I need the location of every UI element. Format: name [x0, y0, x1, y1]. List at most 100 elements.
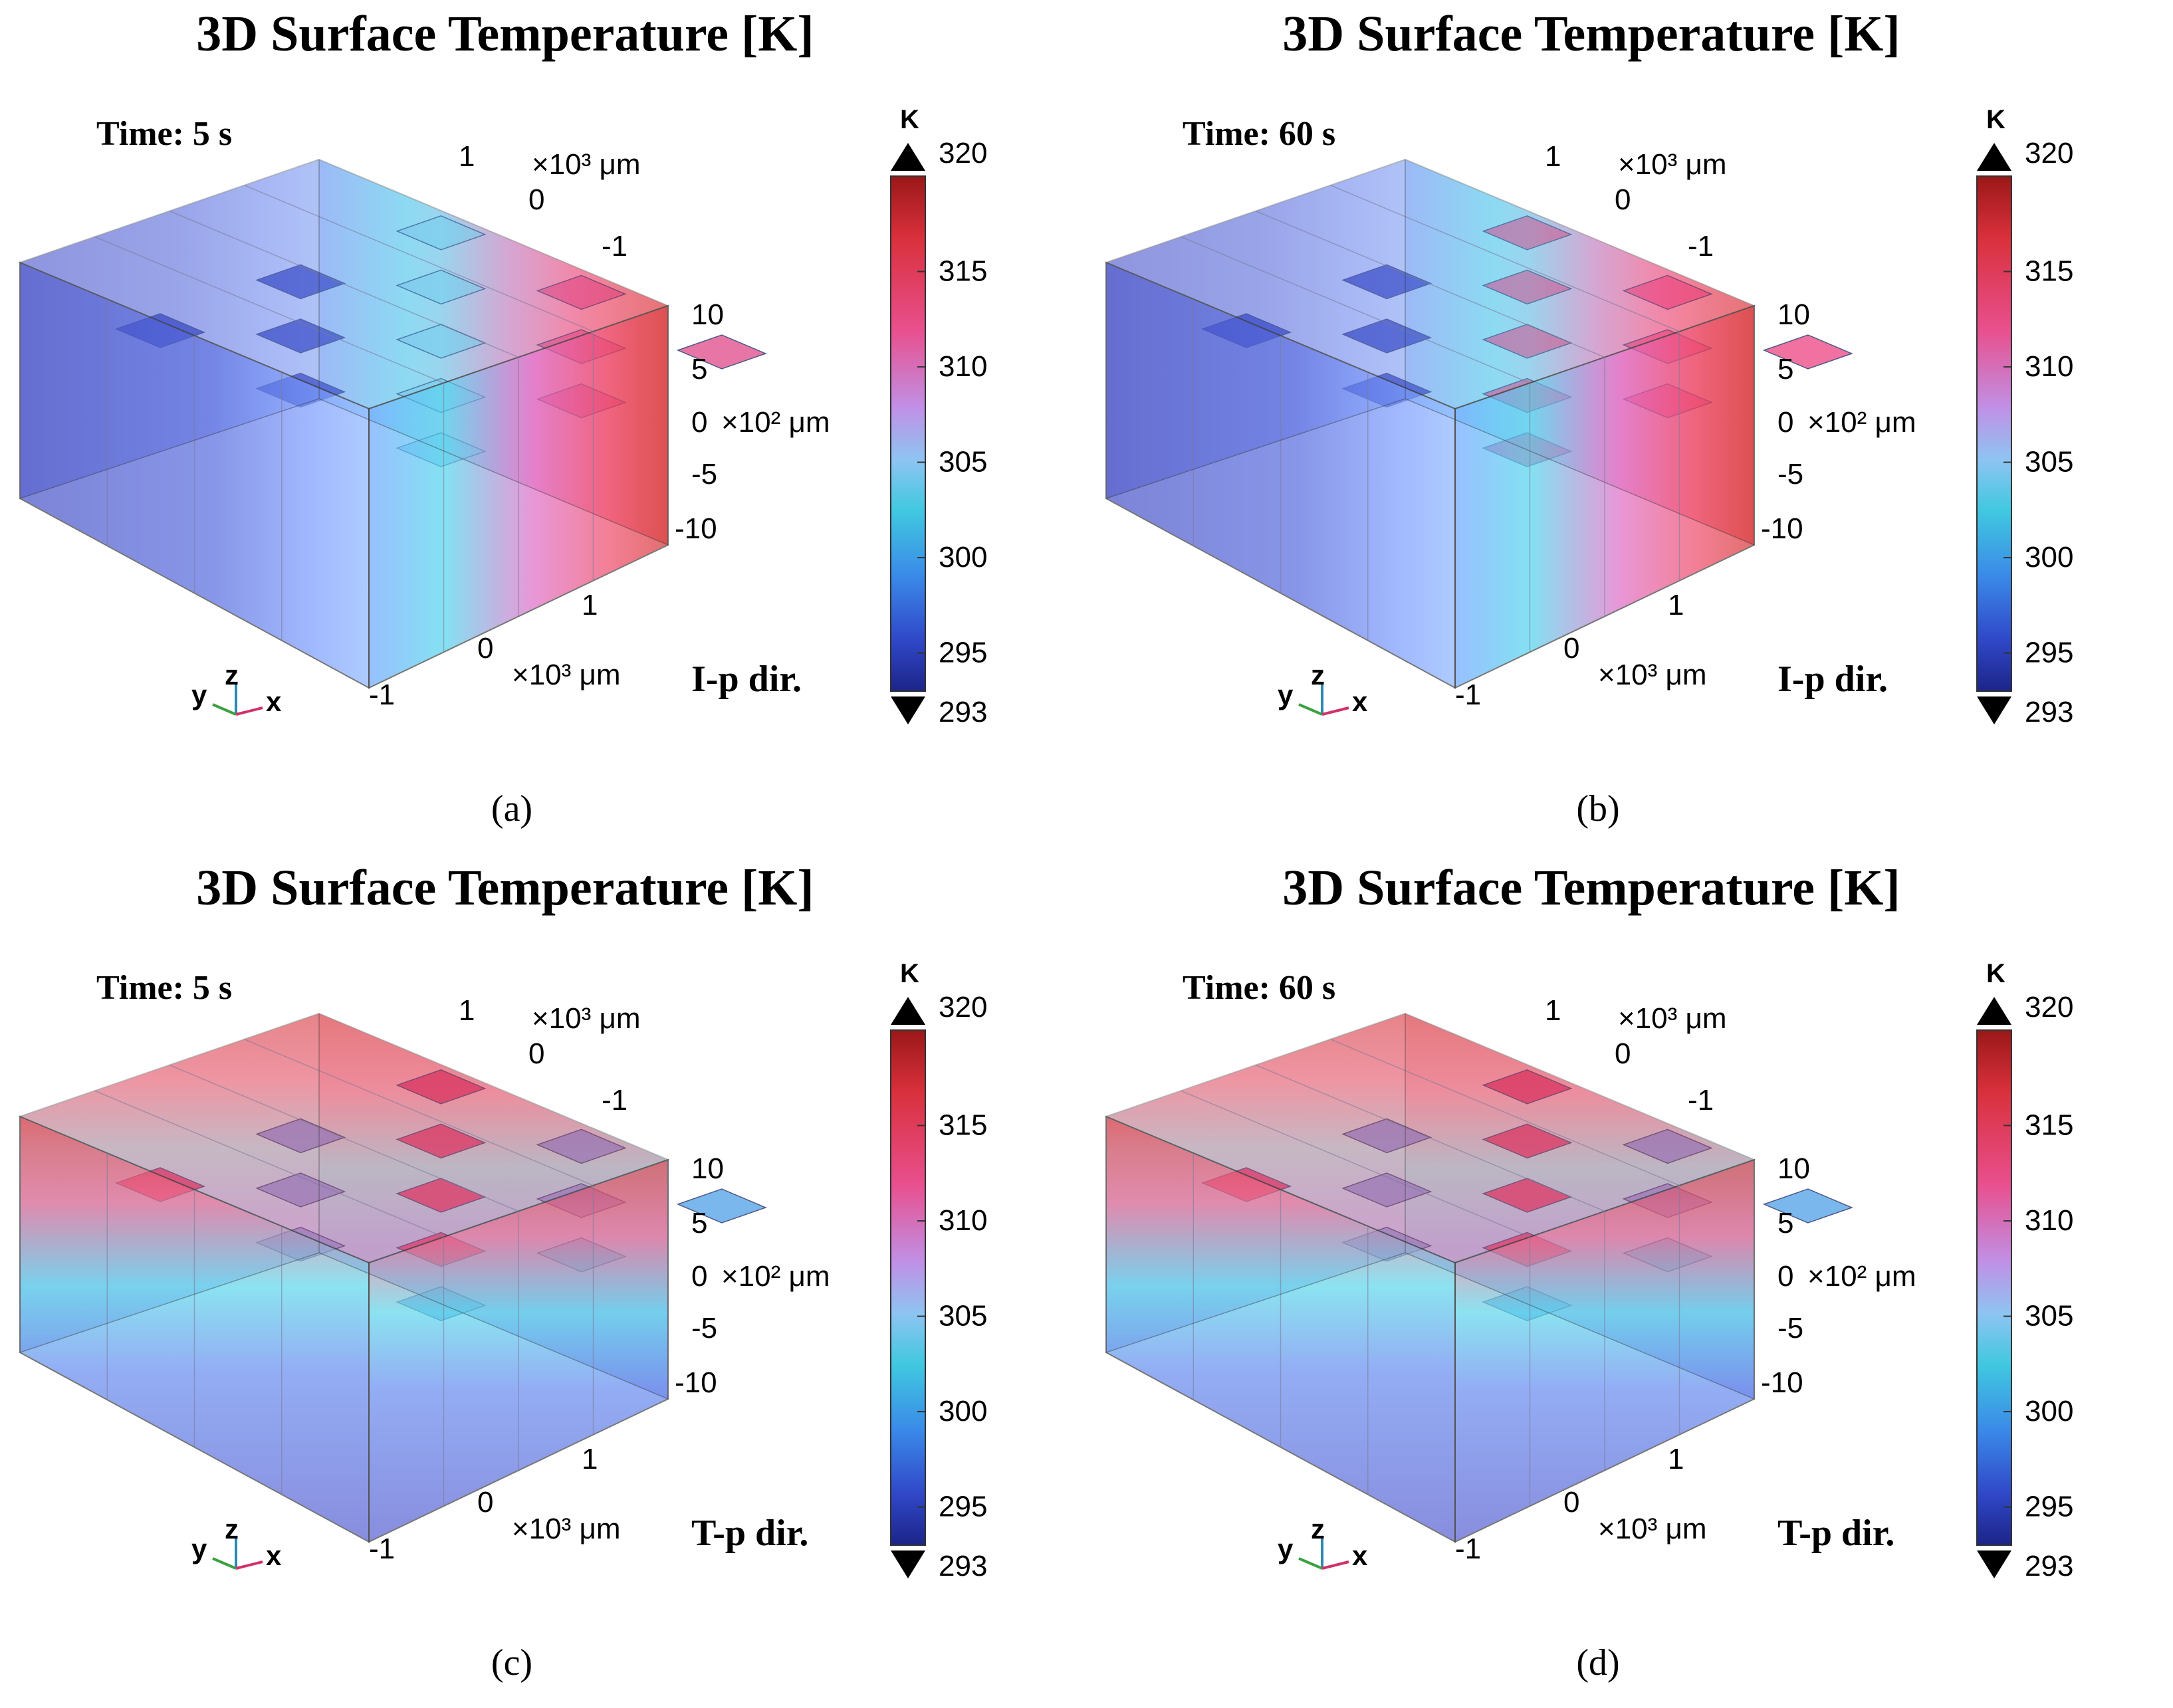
y-tick-label: 1 [459, 140, 475, 173]
panel-c: 3D Surface Temperature [K] 1 0 -1 ×10³ μm 10… [0, 854, 1086, 1708]
y-tick-label: 0 [1615, 183, 1631, 216]
panel-d: 3D Surface Temperature [K] 1 0 -1 ×10³ μm 10… [1086, 854, 2172, 1708]
x-axis-unit: ×10³ μm [1598, 659, 1707, 691]
hidden-edge [318, 398, 669, 546]
x-tick-label: 1 [582, 589, 598, 621]
hidden-edge [19, 1252, 320, 1353]
z-tick-label: -10 [675, 1366, 717, 1399]
panel-title: 3D Surface Temperature [K] [196, 6, 814, 62]
panel-svg: 3D Surface Temperature [K] 10-1×10³ μm10… [1104, 860, 2073, 1683]
panel-svg: 3D Surface Temperature [K] 10-1×10³ μm10… [18, 860, 987, 1683]
colorbar-tick-label: 293 [939, 1550, 987, 1582]
colorbar-tick-label: 310 [939, 350, 987, 383]
x-tick-label: 0 [477, 1486, 493, 1519]
colorbar-scale [890, 1029, 926, 1546]
panel-a: 3D Surface Temperature [K] 1 0 -1 ×10³ μm 10… [0, 0, 1086, 854]
grid-lines [94, 185, 594, 653]
y-axis-unit: ×10³ μm [532, 148, 641, 181]
z-tick-label: -5 [1777, 458, 1803, 490]
x-tick-label: 0 [477, 632, 493, 665]
time-label: Time: 5 s [96, 115, 232, 153]
y-tick-label: 0 [1615, 1037, 1631, 1070]
direction-label: T-p dir. [691, 1513, 808, 1554]
chip-square [676, 1188, 767, 1224]
triad-x-axis [1321, 1560, 1349, 1570]
triad-z-label: z [225, 659, 239, 691]
x-tick-label: -1 [1455, 679, 1481, 711]
colorbar-tick-label: 315 [939, 255, 987, 288]
panel-caption: (b) [1576, 788, 1619, 829]
triad-x-axis [235, 1560, 263, 1570]
colorbar-unit: K [1986, 959, 2005, 988]
panel-title: 3D Surface Temperature [K] [1282, 6, 1900, 62]
colorbar-tick-label: 300 [2025, 541, 2073, 574]
colorbar-tick-label: 320 [939, 991, 987, 1023]
colorbar-max-arrow [891, 997, 925, 1025]
colorbar: K 320 315 310 305 300 295 293 [890, 959, 987, 1582]
colorbar-tick-label: 300 [939, 541, 987, 574]
colorbar-tick-label: 315 [939, 1109, 987, 1142]
grid-lines [94, 1039, 594, 1507]
colorbar-scale [1976, 175, 2012, 692]
panel-caption: (c) [491, 1642, 532, 1683]
time-label: Time: 5 s [96, 969, 232, 1007]
y-axis-unit: ×10³ μm [532, 1002, 641, 1035]
colorbar-max-arrow [891, 143, 925, 171]
colorbar-tick-label: 320 [939, 137, 987, 169]
direction-label: I-p dir. [691, 659, 802, 700]
colorbar-unit: K [900, 959, 919, 988]
z-tick-label: 10 [691, 298, 724, 331]
time-label: Time: 60 s [1183, 969, 1335, 1007]
x-tick-label: -1 [1455, 1533, 1481, 1565]
triad-y-axis [1298, 1557, 1323, 1570]
grid-line [1181, 1090, 1530, 1237]
grid-line [1255, 210, 1605, 358]
triad-y-axis [212, 1557, 237, 1570]
grid-line [169, 1064, 519, 1212]
colorbar-min-arrow [1977, 1550, 2011, 1578]
chip-square [1762, 1188, 1853, 1224]
z-tick-label: 0 [1777, 406, 1793, 439]
colorbar-unit: K [900, 105, 919, 134]
colorbar-tick-label: 310 [2025, 1204, 2073, 1237]
triad-x-axis [1321, 706, 1349, 716]
z-axis-unit: ×10² μm [1807, 406, 1916, 439]
colorbar-tick-label: 305 [2025, 1300, 2073, 1333]
triad-y-label: y [191, 1533, 207, 1564]
z-tick-label: 0 [691, 406, 707, 439]
time-label: Time: 60 s [1183, 115, 1335, 153]
y-tick-label: 0 [528, 1037, 544, 1070]
colorbar-tick-label: 320 [2025, 991, 2073, 1023]
grid-line [94, 236, 444, 383]
colorbar: K 320 315 310 305 300 295 293 [1976, 105, 2073, 728]
triad-x-label: x [266, 686, 282, 717]
grid-line [1255, 1064, 1605, 1212]
x-tick-label: 1 [1668, 1443, 1684, 1475]
y-tick-label: -1 [1688, 230, 1714, 263]
colorbar-tick-label: 320 [2025, 137, 2073, 169]
y-tick-label: 1 [1545, 140, 1561, 173]
hidden-edge [1105, 398, 1406, 499]
colorbar-tick-label: 315 [2025, 1109, 2073, 1142]
colorbar-tick-label: 315 [2025, 255, 2073, 288]
z-tick-label: 0 [1777, 1260, 1793, 1293]
colorbar-scale [890, 175, 926, 692]
colorbar-min-arrow [891, 1550, 925, 1578]
hidden-edge [1405, 398, 1755, 546]
colorbar-unit: K [1986, 105, 2005, 134]
colorbar-tick-label: 305 [939, 1300, 987, 1333]
axis-triad: yzx [1278, 659, 1368, 717]
grid-line [244, 1039, 594, 1186]
z-tick-label: -5 [691, 458, 717, 490]
z-tick-label: 5 [691, 1207, 707, 1239]
x-tick-label: 0 [1563, 632, 1579, 665]
colorbar-tick-label: 295 [2025, 637, 2073, 669]
z-tick-label: 5 [1777, 1207, 1793, 1239]
triad-y-axis [1298, 703, 1323, 716]
hidden-edge [1405, 1252, 1755, 1400]
grid-lines [1181, 1039, 1680, 1507]
colorbar-min-arrow [891, 696, 925, 724]
panel-caption: (a) [491, 788, 532, 829]
